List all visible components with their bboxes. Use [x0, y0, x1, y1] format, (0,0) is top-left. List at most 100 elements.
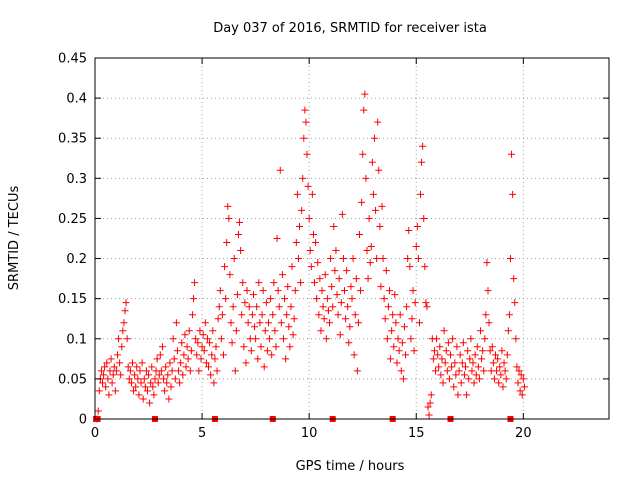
data-point [306, 247, 314, 255]
data-point [407, 335, 415, 343]
data-point [435, 363, 443, 371]
data-point [429, 355, 437, 363]
data-point [440, 327, 448, 335]
data-point [142, 367, 150, 375]
data-point [256, 319, 264, 327]
data-point [181, 331, 189, 339]
data-point [510, 275, 518, 283]
data-point [456, 351, 464, 359]
data-point [322, 335, 330, 343]
data-point [311, 279, 319, 287]
y-tick-label: 0.4 [66, 92, 87, 107]
data-point [117, 371, 125, 379]
data-point [319, 303, 327, 311]
data-point [279, 335, 287, 343]
data-point [403, 303, 411, 311]
data-point [119, 327, 127, 335]
data-point [301, 106, 309, 114]
data-point [502, 375, 510, 383]
data-point [328, 283, 336, 291]
data-point [408, 315, 416, 323]
data-point [333, 291, 341, 299]
data-point [454, 391, 462, 399]
data-point [278, 271, 286, 279]
data-point [261, 327, 269, 335]
data-point [453, 343, 461, 351]
data-point [511, 299, 519, 307]
data-point [286, 343, 294, 351]
data-point [130, 387, 138, 395]
data-point [449, 335, 457, 343]
data-point [230, 255, 238, 263]
x-tick-label: 10 [301, 426, 318, 441]
data-point [179, 371, 187, 379]
data-point [367, 243, 375, 251]
data-point [283, 311, 291, 319]
data-point [360, 106, 368, 114]
data-point [183, 343, 191, 351]
y-tick-label: 0.45 [58, 52, 87, 67]
data-point [473, 343, 481, 351]
data-point [141, 383, 149, 391]
data-point [462, 363, 470, 371]
data-point [255, 279, 263, 287]
data-point [509, 190, 517, 198]
data-point [206, 339, 214, 347]
data-point [277, 319, 285, 327]
data-point [267, 295, 275, 303]
data-point [327, 255, 335, 263]
data-point [134, 375, 142, 383]
data-point [324, 307, 332, 315]
data-point [445, 375, 453, 383]
data-point [151, 375, 159, 383]
data-point [404, 255, 412, 263]
data-point [381, 315, 389, 323]
data-point [110, 363, 118, 371]
data-point [180, 351, 188, 359]
data-point [472, 371, 480, 379]
data-point [475, 375, 483, 383]
data-point [136, 367, 144, 375]
data-point [329, 303, 337, 311]
data-point [133, 363, 141, 371]
data-point [112, 367, 120, 375]
data-point [350, 351, 358, 359]
data-point [104, 375, 112, 383]
data-point [465, 375, 473, 383]
data-point [233, 291, 241, 299]
data-point [275, 303, 283, 311]
data-point [336, 331, 344, 339]
data-point [131, 371, 139, 379]
data-point [335, 275, 343, 283]
data-point [513, 363, 521, 371]
x-tick-label: 20 [515, 426, 532, 441]
data-point [208, 351, 216, 359]
y-tick-label: 0.15 [58, 292, 87, 307]
data-point [172, 319, 180, 327]
data-point [254, 355, 262, 363]
data-point [218, 311, 226, 319]
data-point [353, 367, 361, 375]
data-point [124, 363, 132, 371]
data-point [444, 339, 452, 347]
data-point [299, 174, 307, 182]
data-point [338, 210, 346, 218]
data-point [471, 351, 479, 359]
data-point [143, 387, 151, 395]
data-point [115, 335, 123, 343]
y-axis-label: SRMTID / TECUs [7, 186, 22, 291]
data-point [417, 190, 425, 198]
data-point [121, 307, 129, 315]
data-point [161, 387, 169, 395]
data-point [352, 275, 360, 283]
data-point [351, 311, 359, 319]
data-point [273, 235, 281, 242]
data-point [238, 311, 246, 319]
data-point [452, 371, 460, 379]
data-point [146, 399, 154, 407]
data-point [519, 375, 527, 383]
data-point [221, 263, 229, 271]
data-point [339, 255, 347, 263]
data-point [518, 391, 526, 399]
data-point [345, 339, 353, 347]
